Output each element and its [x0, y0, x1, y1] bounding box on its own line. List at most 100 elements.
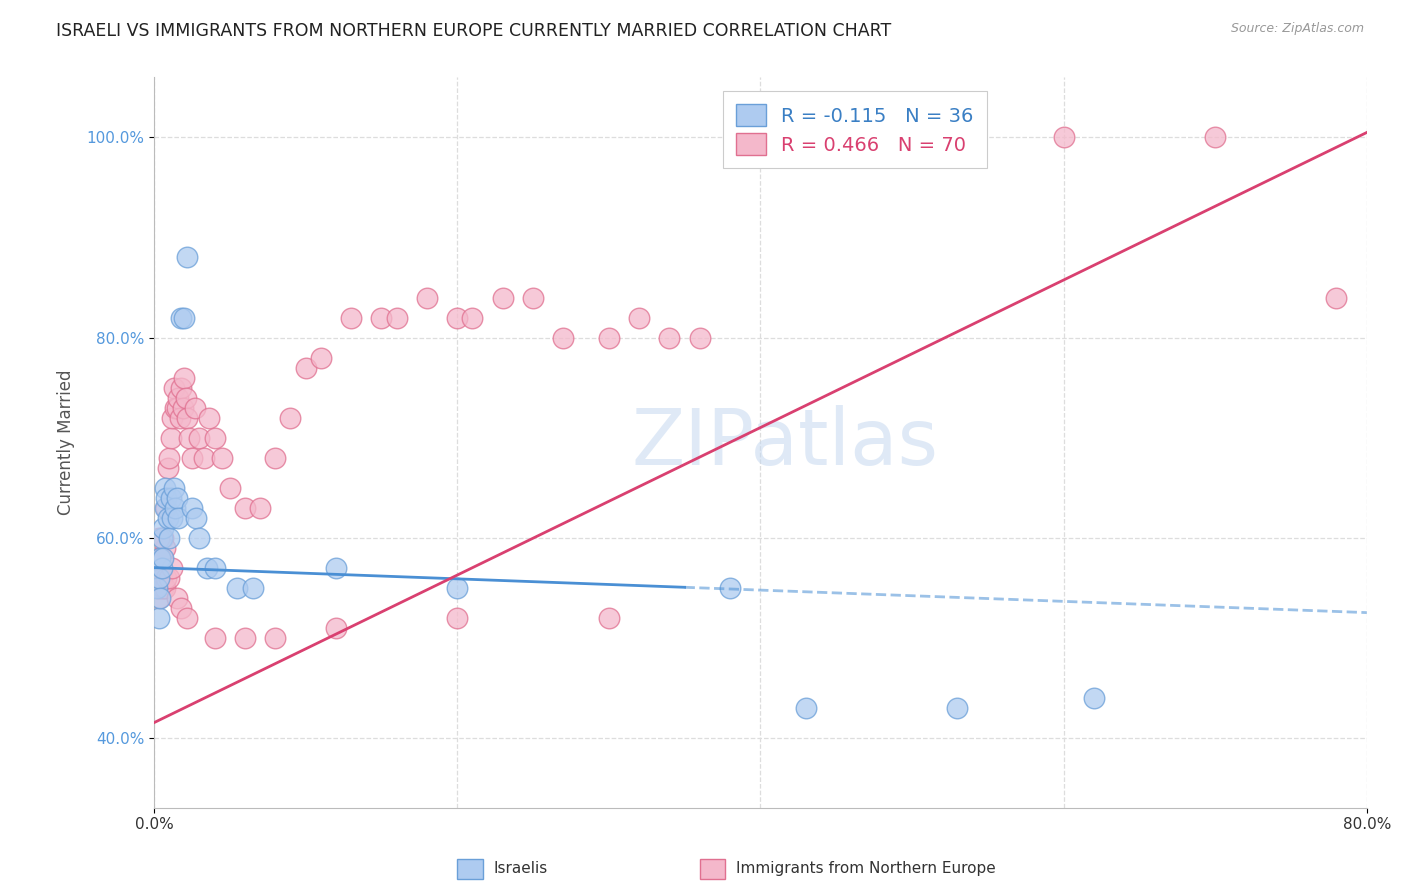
Point [153, 500, 176, 515]
Point [446, 610, 468, 624]
Point [170, 600, 193, 615]
Point [294, 360, 316, 375]
Point [157, 571, 180, 585]
Point [153, 541, 176, 555]
Point [148, 610, 170, 624]
Point [148, 591, 170, 605]
Point [416, 291, 439, 305]
Point [148, 531, 170, 545]
Point [946, 700, 969, 714]
Point [193, 450, 215, 465]
Point [150, 560, 173, 574]
Point [149, 550, 172, 565]
Point [150, 550, 173, 565]
Text: Israelis: Israelis [494, 862, 548, 876]
Point [152, 581, 174, 595]
Point [522, 291, 544, 305]
Point [155, 500, 177, 515]
Point [370, 310, 392, 325]
Point [150, 531, 173, 545]
Point [159, 491, 181, 505]
Point [280, 410, 302, 425]
Point [325, 621, 347, 635]
Point [160, 560, 183, 574]
Point [149, 560, 172, 574]
Point [172, 401, 194, 415]
Point [156, 460, 179, 475]
Point [1052, 130, 1074, 145]
Point [598, 610, 620, 624]
Point [446, 310, 468, 325]
Point [461, 310, 484, 325]
Point [173, 310, 195, 325]
Point [1326, 291, 1348, 305]
Point [152, 550, 174, 565]
Point [149, 550, 172, 565]
Point [446, 581, 468, 595]
Point [146, 581, 169, 595]
Point [794, 700, 817, 714]
Point [149, 591, 172, 605]
Point [153, 481, 176, 495]
Point [169, 410, 191, 425]
Point [166, 401, 188, 415]
Point [155, 491, 177, 505]
Point [195, 560, 218, 574]
Point [211, 450, 233, 465]
Point [165, 401, 187, 415]
Point [149, 581, 172, 595]
Text: Immigrants from Northern Europe: Immigrants from Northern Europe [737, 862, 995, 876]
Point [152, 531, 174, 545]
Point [184, 401, 207, 415]
Point [233, 500, 256, 515]
Point [177, 431, 200, 445]
Point [233, 631, 256, 645]
Point [176, 251, 198, 265]
Point [163, 481, 186, 495]
Point [156, 510, 179, 524]
Point [204, 431, 226, 445]
Point [170, 380, 193, 394]
Y-axis label: Currently Married: Currently Married [58, 370, 75, 516]
Legend: R = -0.115   N = 36, R = 0.466   N = 70: R = -0.115 N = 36, R = 0.466 N = 70 [723, 91, 987, 169]
Point [167, 391, 190, 405]
Point [226, 581, 249, 595]
Point [150, 571, 173, 585]
Point [180, 450, 202, 465]
Point [385, 310, 408, 325]
Point [174, 391, 197, 405]
Point [160, 410, 183, 425]
Point [1204, 130, 1226, 145]
Point [718, 581, 741, 595]
Point [165, 500, 187, 515]
Point [166, 491, 188, 505]
Point [188, 531, 211, 545]
Point [1083, 690, 1105, 705]
Point [160, 510, 183, 524]
Point [180, 500, 202, 515]
Point [264, 450, 287, 465]
Point [340, 310, 363, 325]
Point [197, 410, 219, 425]
Point [153, 581, 176, 595]
Point [242, 581, 264, 595]
Point [159, 431, 181, 445]
Point [658, 330, 681, 344]
Text: ISRAELI VS IMMIGRANTS FROM NORTHERN EUROPE CURRENTLY MARRIED CORRELATION CHART: ISRAELI VS IMMIGRANTS FROM NORTHERN EURO… [56, 22, 891, 40]
Point [218, 481, 240, 495]
Text: Source: ZipAtlas.com: Source: ZipAtlas.com [1230, 22, 1364, 36]
Point [166, 591, 188, 605]
Point [204, 560, 226, 574]
Point [167, 510, 190, 524]
Point [155, 571, 177, 585]
Point [249, 500, 271, 515]
Point [163, 380, 186, 394]
Point [176, 610, 198, 624]
Point [146, 581, 169, 595]
Point [188, 431, 211, 445]
Point [553, 330, 575, 344]
Point [157, 450, 180, 465]
Point [170, 310, 193, 325]
Point [152, 520, 174, 534]
Point [309, 351, 332, 365]
